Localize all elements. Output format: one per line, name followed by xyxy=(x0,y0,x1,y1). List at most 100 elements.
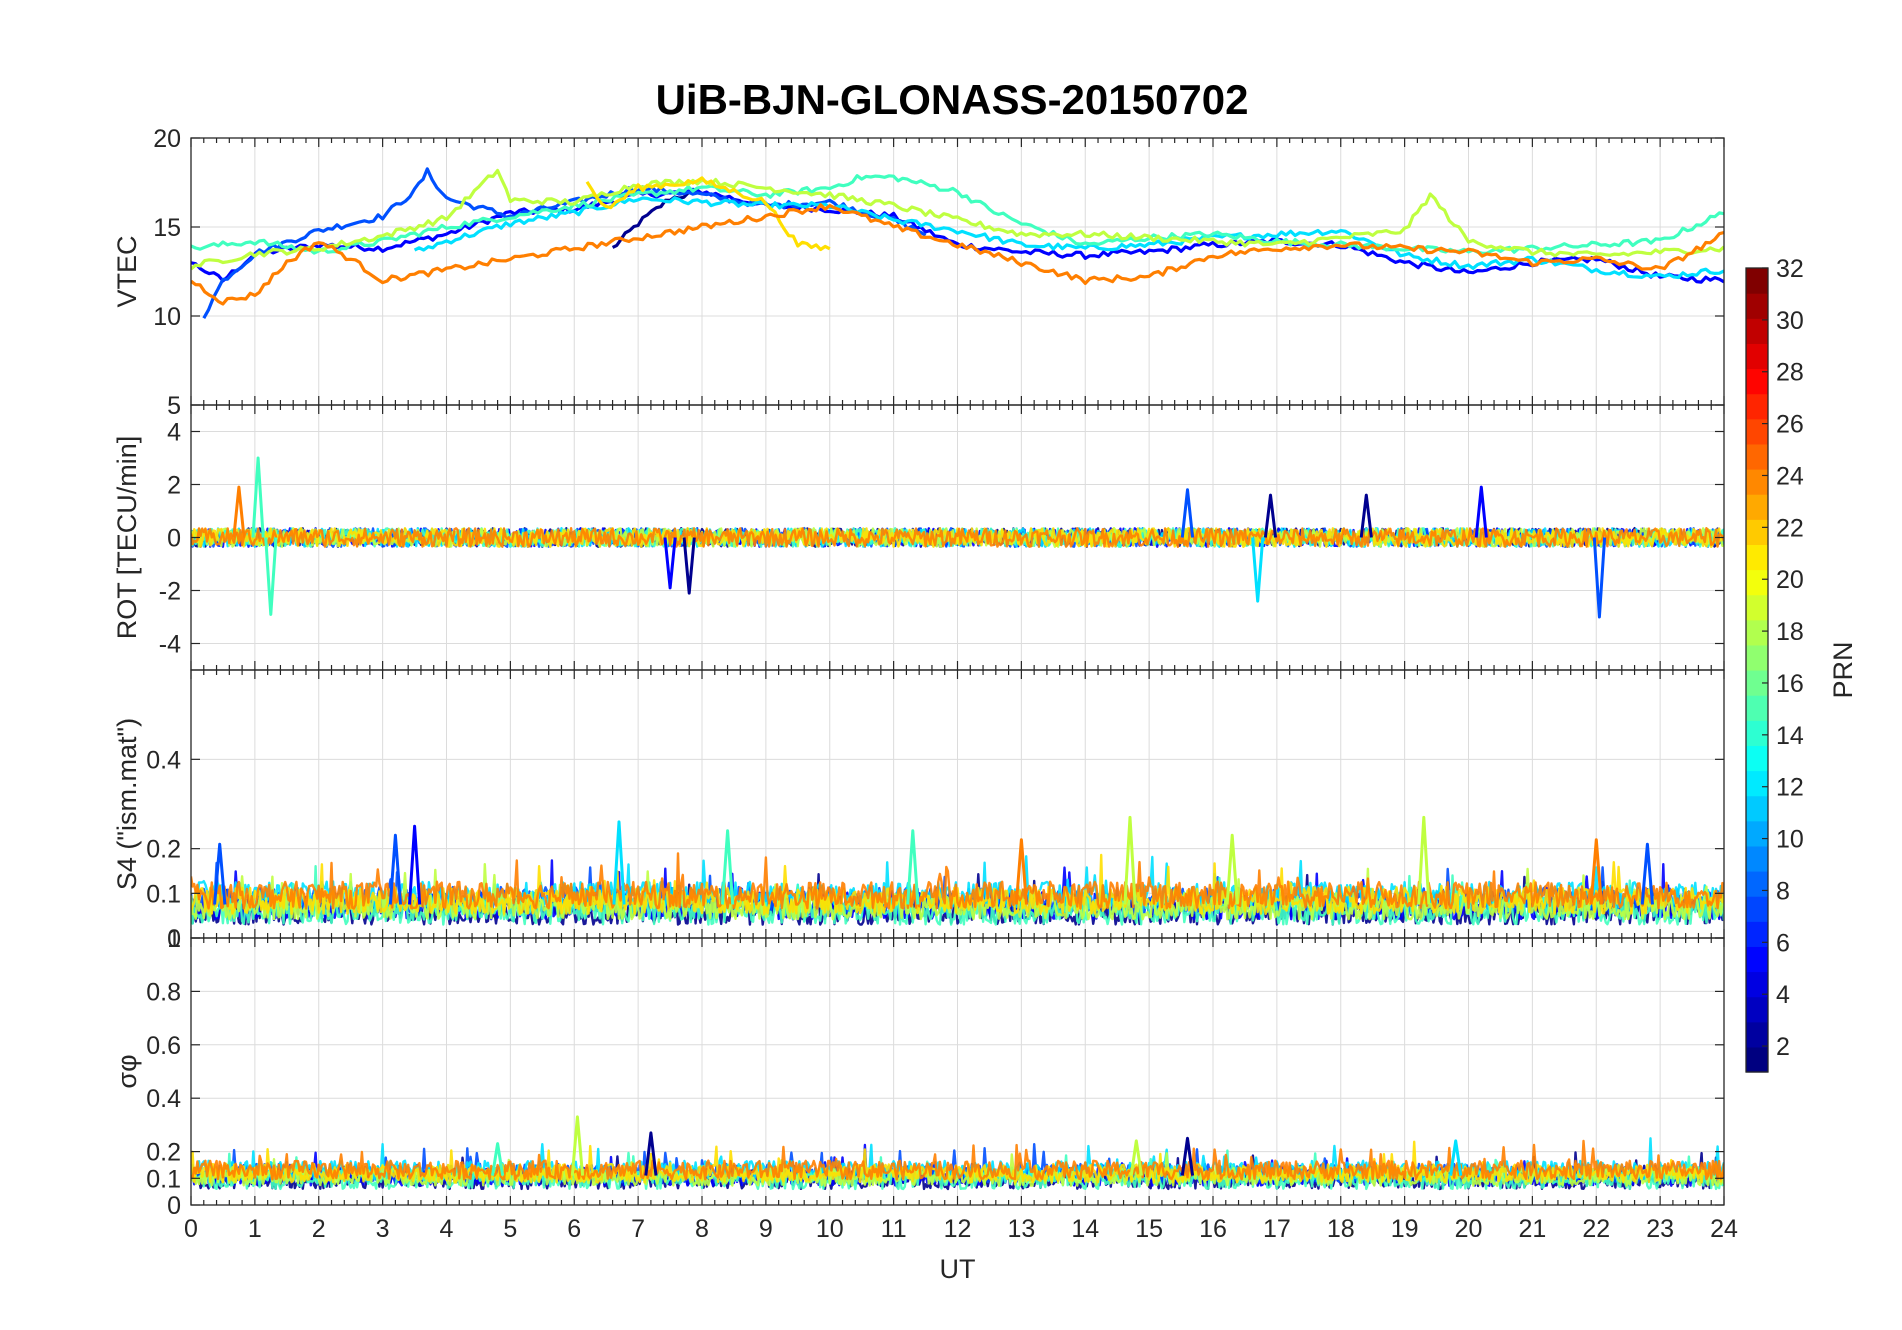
x-tick-label: 20 xyxy=(1455,1215,1483,1243)
data-peak xyxy=(1129,1139,1143,1176)
data-lines xyxy=(191,167,1724,319)
x-tick-label: 12 xyxy=(944,1215,972,1243)
axis-ticks xyxy=(190,137,1725,406)
x-tick-label: 0 xyxy=(184,1215,198,1243)
data-peak xyxy=(682,537,696,595)
series-line-prn-24 xyxy=(191,527,1724,548)
colorbar-segment xyxy=(1746,670,1768,696)
data-peak xyxy=(388,833,402,905)
colorbar-segment xyxy=(1746,896,1768,922)
colorbar-tick-label: 26 xyxy=(1776,411,1804,439)
colorbar-label: PRN xyxy=(1828,641,1858,698)
colorbar-segment xyxy=(1746,795,1768,822)
colorbar-segment xyxy=(1746,996,1768,1023)
data-peak xyxy=(213,842,227,905)
colorbar-segment xyxy=(1746,393,1768,420)
colorbar-tick-label: 8 xyxy=(1776,877,1790,905)
colorbar-tick-label: 22 xyxy=(1776,514,1804,542)
data-lines xyxy=(191,815,1724,926)
data-peak xyxy=(1640,842,1654,905)
x-tick-label: 19 xyxy=(1391,1215,1419,1243)
x-axis-label: UT xyxy=(940,1254,976,1284)
colorbar-segment xyxy=(1746,519,1768,545)
colorbar-tick-label: 6 xyxy=(1776,929,1790,957)
data-peak xyxy=(1225,833,1239,905)
colorbar-segment xyxy=(1746,293,1768,319)
data-peak xyxy=(644,1131,658,1176)
y-tick-label: 15 xyxy=(153,214,181,242)
data-peak xyxy=(906,829,920,905)
y-tick-label: 0.4 xyxy=(146,746,181,774)
data-peak xyxy=(251,456,265,538)
colorbar-tick-label: 4 xyxy=(1776,981,1790,1009)
colorbar-segment xyxy=(1746,544,1768,571)
y-axis-label: ROT [TECU/min] xyxy=(112,436,142,640)
colorbar-segment xyxy=(1746,494,1768,520)
data-peak xyxy=(1014,838,1028,905)
data-peak xyxy=(720,829,735,905)
y-tick-label: 0.2 xyxy=(146,836,181,864)
x-tick-label: 16 xyxy=(1199,1215,1227,1243)
y-tick-label: 0.6 xyxy=(146,1032,181,1060)
colorbar-frame xyxy=(1745,267,1769,1073)
data-peak xyxy=(1474,485,1488,538)
series-line-prn-24 xyxy=(191,852,1724,910)
y-tick-label: -2 xyxy=(159,578,181,606)
panel-s4: 0 0.1 0.2 0.4S4 ("ism.mat") xyxy=(112,669,1725,953)
data-peak xyxy=(232,485,246,538)
data-peak xyxy=(491,1142,505,1176)
y-tick-label: 0.8 xyxy=(146,978,181,1006)
y-tick-label: -4 xyxy=(159,631,181,659)
colorbar-segment xyxy=(1746,871,1768,897)
colorbar-tick-label: 24 xyxy=(1776,462,1804,490)
colorbar-segment xyxy=(1746,971,1768,998)
data-peak xyxy=(264,537,278,616)
series-line-prn-12 xyxy=(413,196,1724,280)
x-tick-label: 10 xyxy=(816,1215,844,1243)
data-peak xyxy=(408,824,422,905)
x-tick-label: 17 xyxy=(1263,1215,1291,1243)
y-tick-label: 0 xyxy=(167,925,181,953)
y-tick-label: 4 xyxy=(167,419,181,447)
panel-vtec: 5 10 15 20 VTEC xyxy=(112,125,1725,420)
data-peak xyxy=(1592,537,1607,619)
colorbar-segment xyxy=(1746,268,1768,294)
colorbar-tick-label: 30 xyxy=(1776,307,1804,335)
colorbar-tick-label: 10 xyxy=(1776,826,1804,854)
colorbar-tick-label: 2 xyxy=(1776,1033,1790,1061)
x-tick-label: 15 xyxy=(1135,1215,1163,1243)
colorbar-segment xyxy=(1746,695,1768,721)
colorbar-tick-label: 32 xyxy=(1776,255,1804,283)
colorbar-tick-label: 12 xyxy=(1776,774,1804,802)
colorbar-segment xyxy=(1746,343,1768,370)
x-tick-label: 4 xyxy=(440,1215,454,1243)
colorbar-segment xyxy=(1746,720,1768,746)
data-peak xyxy=(1180,1136,1195,1176)
y-tick-label: 2 xyxy=(167,472,181,500)
x-tick-label: 7 xyxy=(631,1215,645,1243)
colorbar-tick-label: 28 xyxy=(1776,359,1804,387)
colorbar-segment xyxy=(1746,594,1768,621)
data-peak xyxy=(1359,493,1373,538)
colorbar-segment xyxy=(1746,845,1768,872)
colorbar-segment xyxy=(1746,318,1768,344)
x-tick-label: 3 xyxy=(376,1215,390,1243)
x-tick-label: 21 xyxy=(1518,1215,1546,1243)
y-axis-label: VTEC xyxy=(112,235,142,307)
colorbar-segment xyxy=(1746,569,1768,596)
y-axis-label: S4 ("ism.mat") xyxy=(112,718,142,890)
colorbar-tick-label: 20 xyxy=(1776,566,1804,594)
colorbar-segment xyxy=(1746,921,1768,947)
x-tick-label: 11 xyxy=(881,1215,907,1243)
x-tick-label: 22 xyxy=(1582,1215,1610,1243)
data-peak xyxy=(663,537,677,590)
data-lines xyxy=(191,1115,1724,1191)
series-line-prn-7 xyxy=(202,167,927,319)
data-peak xyxy=(1589,838,1603,905)
x-tick-label: 14 xyxy=(1071,1215,1099,1243)
y-tick-label: 5 xyxy=(167,392,181,420)
data-peak xyxy=(1180,488,1195,538)
